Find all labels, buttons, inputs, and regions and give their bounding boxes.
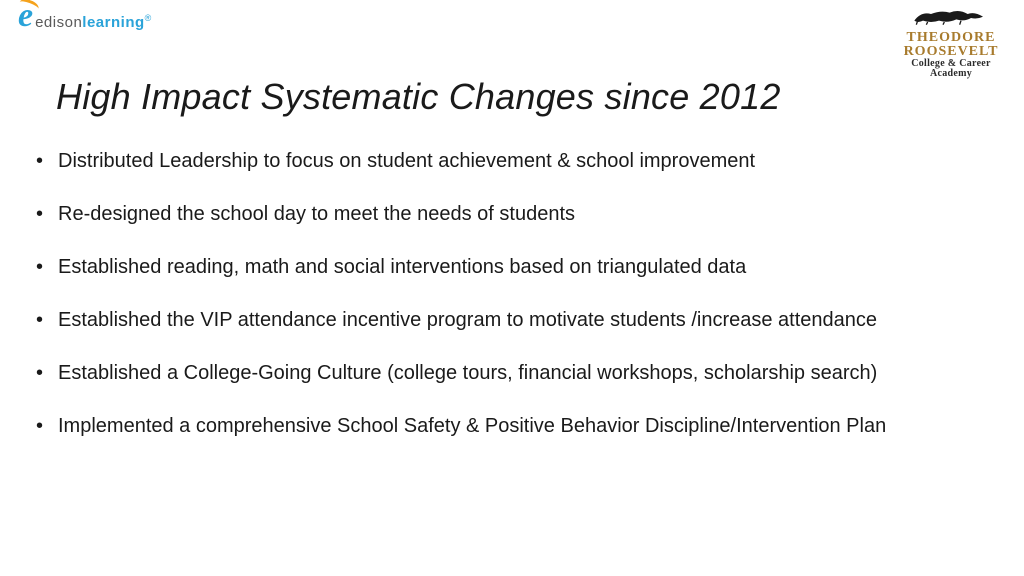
edison-text-part2: learning <box>82 14 144 31</box>
edison-wordmark: edisonlearning® <box>35 14 152 30</box>
panther-icon <box>896 6 1006 26</box>
roosevelt-sub2: Academy <box>896 69 1006 79</box>
roosevelt-logo: THEODORE ROOSEVELT College & Career Acad… <box>896 4 1006 79</box>
bullet-list: Distributed Leadership to focus on stude… <box>30 148 994 440</box>
slide-title: High Impact Systematic Changes since 201… <box>0 76 1024 118</box>
roosevelt-line1: THEODORE <box>896 31 1006 45</box>
bullet-item: Established a College-Going Culture (col… <box>30 360 994 387</box>
edison-learning-logo: e edisonlearning® <box>18 4 152 34</box>
edison-e-icon: e <box>18 4 33 28</box>
slide-body: Distributed Leadership to focus on stude… <box>0 118 1024 440</box>
bullet-item: Established the VIP attendance incentive… <box>30 307 994 334</box>
registered-mark: ® <box>145 13 152 23</box>
roosevelt-line2: ROOSEVELT <box>896 45 1006 59</box>
bullet-item: Implemented a comprehensive School Safet… <box>30 413 994 440</box>
header: e edisonlearning® THEODORE ROOSEVELT Col… <box>0 0 1024 62</box>
bullet-item: Re-designed the school day to meet the n… <box>30 201 994 228</box>
edison-text-part1: edison <box>35 14 82 31</box>
bullet-item: Distributed Leadership to focus on stude… <box>30 148 994 175</box>
bullet-item: Established reading, math and social int… <box>30 254 994 281</box>
